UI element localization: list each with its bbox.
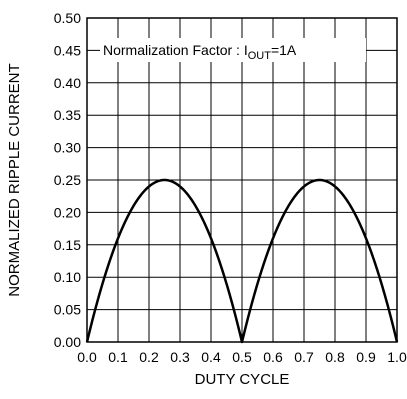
x-tick-label: 0.8 bbox=[325, 349, 345, 365]
y-tick-label: 0.35 bbox=[54, 107, 81, 123]
grid-lines bbox=[86, 17, 398, 343]
y-tick-label: 0.05 bbox=[54, 302, 81, 318]
y-tick-label: 0.40 bbox=[54, 75, 81, 91]
x-tick-label: 0.7 bbox=[294, 349, 314, 365]
annotation-background bbox=[100, 38, 366, 62]
x-tick-labels: 0.0 0.1 0.2 0.3 0.4 0.5 0.6 0.7 0.8 0.9 1.0 bbox=[77, 349, 407, 365]
x-tick-label: 0.4 bbox=[201, 349, 221, 365]
x-tick-label: 0.1 bbox=[108, 349, 128, 365]
y-tick-label: 0.25 bbox=[54, 172, 81, 188]
y-tick-label: 0.45 bbox=[54, 42, 81, 58]
annotation-subscript: OUT bbox=[248, 50, 272, 62]
series-line-ripple-current bbox=[85, 178, 399, 344]
y-axis-title: NORMALIZED RIPPLE CURRENT bbox=[6, 63, 23, 296]
x-tick-label: 0.5 bbox=[232, 349, 252, 365]
y-tick-labels: 0.00 0.05 0.10 0.15 0.20 0.25 0.30 0.35 0.40 0.45… bbox=[54, 10, 81, 350]
y-tick-label: 0.15 bbox=[54, 237, 81, 253]
y-tick-label: 0.00 bbox=[54, 334, 81, 350]
y-tick-label: 0.10 bbox=[54, 269, 81, 285]
x-tick-label: 1.0 bbox=[387, 349, 407, 365]
x-axis-title: DUTY CYCLE bbox=[195, 371, 290, 388]
annotation-suffix: =1A bbox=[271, 42, 297, 58]
y-tick-label: 0.30 bbox=[54, 140, 81, 156]
x-tick-label: 0.6 bbox=[263, 349, 283, 365]
x-tick-label: 0.2 bbox=[139, 349, 159, 365]
x-tick-label: 0.3 bbox=[170, 349, 190, 365]
x-tick-label: 0.0 bbox=[77, 349, 97, 365]
y-tick-label: 0.20 bbox=[54, 204, 81, 220]
annotation-prefix: Normalization Factor : I bbox=[103, 42, 248, 58]
normalization-annotation: Normalization Factor : IOUT=1A bbox=[103, 42, 297, 62]
x-tick-label: 0.9 bbox=[356, 349, 376, 365]
y-tick-label: 0.50 bbox=[54, 10, 81, 26]
